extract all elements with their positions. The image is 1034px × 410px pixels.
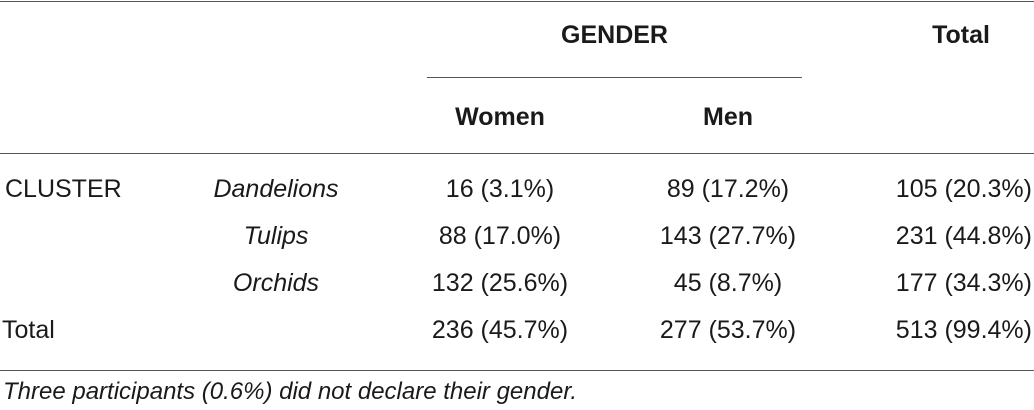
men-cell: 45 (8.7%)	[673, 269, 783, 297]
cluster-name: Orchids	[232, 269, 320, 297]
footer-rule	[0, 370, 1034, 371]
row-label-total: Total	[2, 316, 55, 344]
men-header: Men	[703, 103, 753, 131]
table-top-rule	[0, 1, 1034, 2]
men-cell: 89 (17.2%)	[666, 175, 790, 203]
gender-header: GENDER	[561, 21, 668, 49]
gender-span-rule	[427, 77, 802, 78]
women-header: Women	[455, 103, 545, 131]
grand-total-cell: 513 (99.4%)	[895, 316, 1032, 344]
row-label-cluster: CLUSTER	[5, 175, 122, 203]
women-cell: 88 (17.0%)	[438, 222, 562, 250]
women-total-cell: 236 (45.7%)	[431, 316, 569, 344]
header-rule	[0, 153, 1034, 154]
men-cell: 143 (27.7%)	[659, 222, 797, 250]
total-cell: 105 (20.3%)	[895, 175, 1032, 203]
cluster-name: Tulips	[243, 222, 309, 250]
men-total-cell: 277 (53.7%)	[659, 316, 797, 344]
cluster-name: Dandelions	[213, 175, 339, 203]
table-footnote: Three participants (0.6%) did not declar…	[3, 378, 578, 405]
total-header: Total	[932, 21, 990, 49]
women-cell: 132 (25.6%)	[431, 269, 569, 297]
women-cell: 16 (3.1%)	[445, 175, 555, 203]
total-cell: 177 (34.3%)	[895, 269, 1032, 297]
total-cell: 231 (44.8%)	[895, 222, 1032, 250]
